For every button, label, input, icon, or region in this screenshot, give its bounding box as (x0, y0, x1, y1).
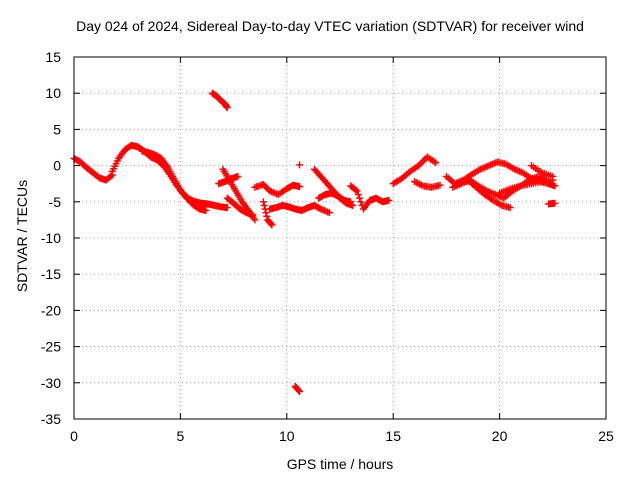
y-tick-label: -20 (41, 302, 61, 318)
data-point (249, 211, 257, 219)
data-point (432, 159, 440, 167)
x-tick-label: 15 (385, 428, 401, 444)
data-point (251, 216, 259, 224)
data-point (223, 104, 231, 112)
data-point (263, 212, 271, 220)
y-tick-label: -25 (41, 339, 61, 355)
series-trace-n (315, 189, 355, 206)
data-point (296, 387, 304, 395)
data-point (551, 199, 559, 207)
data-point (506, 204, 514, 212)
data-point (295, 386, 303, 394)
data-point (349, 201, 357, 209)
data-point (107, 172, 115, 180)
data-point (356, 194, 364, 202)
x-tick-label: 20 (492, 428, 508, 444)
data-point (385, 196, 393, 204)
y-tick-label: 15 (45, 49, 61, 65)
grid-lines (74, 57, 606, 419)
data-point (202, 206, 210, 214)
data-point (354, 191, 362, 199)
y-tick-label: -5 (49, 194, 62, 210)
y-tick-label: -15 (41, 266, 61, 282)
series-trace-a (70, 154, 116, 184)
y-tick-label: -35 (41, 411, 61, 427)
data-point (353, 187, 361, 195)
data-point (234, 172, 242, 180)
data-point (352, 186, 360, 194)
y-tick-label: 0 (53, 158, 61, 174)
series-trace-h (251, 180, 304, 199)
data-point (267, 220, 275, 228)
data-point (436, 181, 444, 189)
x-axis-label: GPS time / hours (286, 456, 394, 472)
y-axis-label: SDTVAR / TECUs (14, 179, 30, 293)
data-point (223, 204, 231, 212)
y-tick-label: -30 (41, 375, 61, 391)
data-point (347, 198, 355, 206)
x-tick-label: 10 (279, 428, 295, 444)
y-tick-label: 5 (53, 121, 61, 137)
series-trace-o (347, 182, 393, 213)
series-trace-f (223, 194, 257, 219)
data-point (259, 198, 267, 206)
data-points (70, 89, 559, 395)
data-point (325, 209, 333, 217)
series-trace-p (389, 153, 440, 188)
data-point (268, 221, 276, 229)
x-tick-label: 0 (70, 428, 78, 444)
series-trace-l (296, 161, 304, 169)
chart-title: Day 024 of 2024, Sidereal Day-to-day VTE… (76, 18, 584, 34)
series-trace-c (138, 147, 210, 214)
y-tick-label: 10 (45, 85, 61, 101)
series-trace-k (291, 382, 304, 395)
series-trace-t (464, 176, 514, 212)
data-point (296, 161, 304, 169)
data-point (260, 201, 268, 209)
series-trace-i (266, 201, 333, 217)
series-trace-u (496, 176, 557, 197)
x-tick-label: 5 (177, 428, 185, 444)
series-trace-w (545, 199, 559, 208)
series-trace-q (410, 178, 444, 191)
x-tick-label: 25 (598, 428, 614, 444)
data-point (418, 158, 426, 166)
axis-ticks: 0 5 10 15 20 25 15 10 5 0 -5 -10 -15 -20 -25 -30 -35 (41, 49, 614, 444)
data-point (549, 172, 557, 180)
y-tick-label: -10 (41, 230, 61, 246)
series-trace-j (259, 198, 276, 229)
data-point (357, 198, 365, 206)
series-trace-g (215, 172, 242, 188)
series-trace-d (208, 89, 231, 112)
data-point (296, 183, 304, 191)
data-point (551, 182, 559, 190)
series-trace-v (528, 162, 557, 180)
data-point (262, 209, 270, 217)
data-point (261, 205, 269, 213)
